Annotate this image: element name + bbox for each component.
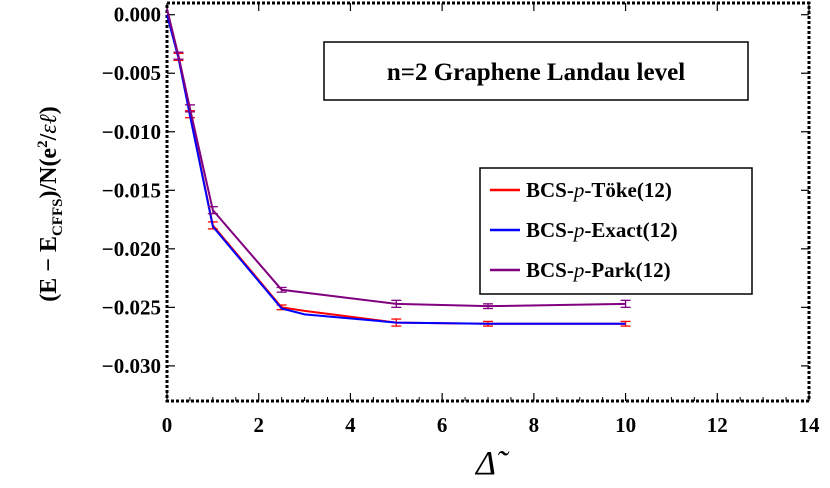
- x-tick-label: 8: [529, 413, 540, 437]
- y-tick-label: −0.030: [102, 354, 161, 378]
- x-tick-label: 4: [345, 413, 356, 437]
- y-axis-label-subscript: CFFS: [50, 199, 66, 237]
- legend-label: BCS-p-Park(12): [526, 258, 671, 282]
- x-tick-label: 2: [253, 413, 264, 437]
- y-tick-label: −0.020: [102, 237, 161, 261]
- y-axis-label: (E − ECFFS)/N(e2/εℓ): [35, 106, 66, 301]
- chart-title: n=2 Graphene Landau level: [387, 59, 685, 86]
- axis-ticks: 0 2 4 6 8 10 12 14 0.000 −0.005 −0.010 −0.015 −0.020…: [102, 3, 820, 437]
- title-box: [323, 41, 749, 101]
- y-axis-label-superscript: 2: [35, 140, 51, 148]
- x-tick-label: 10: [615, 413, 636, 437]
- series-layer: [166, 8, 631, 327]
- legend-label: BCS-p-Töke(12): [526, 178, 672, 202]
- legend-label: BCS-p-Exact(12): [526, 218, 678, 242]
- y-tick-label: −0.015: [102, 178, 161, 202]
- y-axis-label-epsilon: εℓ: [36, 114, 62, 133]
- y-axis-label-end: /: [36, 133, 62, 141]
- x-tick-label: 12: [707, 413, 728, 437]
- y-tick-label: 0.000: [114, 3, 161, 27]
- y-tick-label: −0.010: [102, 120, 161, 144]
- series-line: [166, 8, 626, 308]
- y-axis-label-rest: )/N(e: [36, 148, 62, 199]
- legend: BCS-p-Töke(12) BCS-p-Exact(12) BCS-p-Park(…: [490, 178, 678, 282]
- legend-box: [479, 167, 753, 295]
- y-tick-label: −0.025: [102, 295, 161, 319]
- x-tick-label: 14: [799, 413, 821, 437]
- x-tick-label: 6: [437, 413, 448, 437]
- x-tick-label: 0: [162, 413, 173, 437]
- x-axis-label: Δ̃: [474, 445, 510, 482]
- y-tick-label: −0.005: [102, 61, 161, 85]
- y-axis-label-close: ): [36, 106, 62, 114]
